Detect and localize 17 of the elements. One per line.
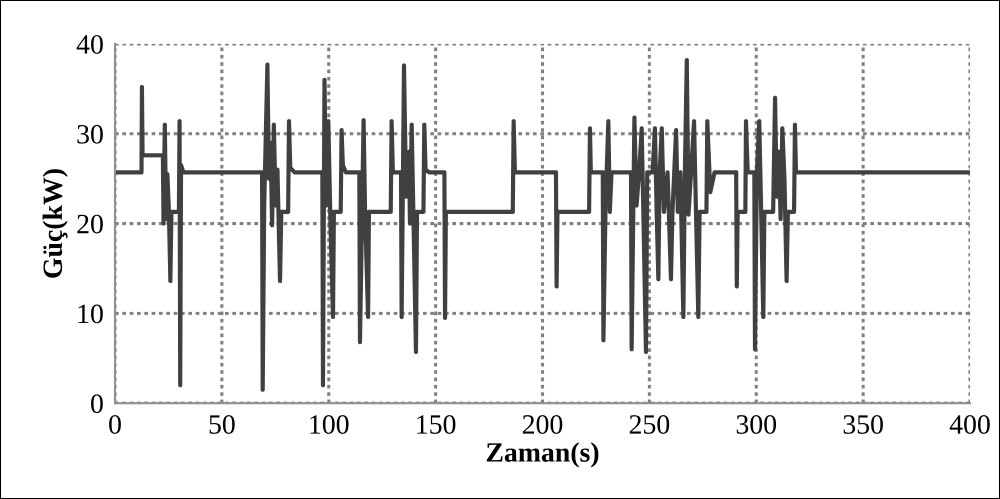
x-tick-label: 250 xyxy=(630,415,670,434)
x-tick-label: 150 xyxy=(417,415,456,434)
y-tick-label: 40 xyxy=(76,35,103,54)
x-tick-label: 100 xyxy=(310,415,349,434)
x-tick-label: 400 xyxy=(950,415,990,434)
x-tick-label: 350 xyxy=(844,415,883,434)
y-axis-title: Güç(kW) xyxy=(42,169,68,278)
x-tick-label: 50 xyxy=(210,415,235,434)
x-tick-label: 200 xyxy=(522,415,562,434)
y-tick-label: 20 xyxy=(77,214,103,234)
x-axis-title: Zaman(s) xyxy=(486,442,598,468)
y-tick-label: 10 xyxy=(78,304,103,324)
line-series xyxy=(115,58,970,392)
x-tick-label: 0 xyxy=(109,415,121,434)
x-tick-label: 300 xyxy=(736,415,776,434)
y-tick-label: 30 xyxy=(77,124,103,144)
y-tick-label: 0 xyxy=(91,394,103,414)
